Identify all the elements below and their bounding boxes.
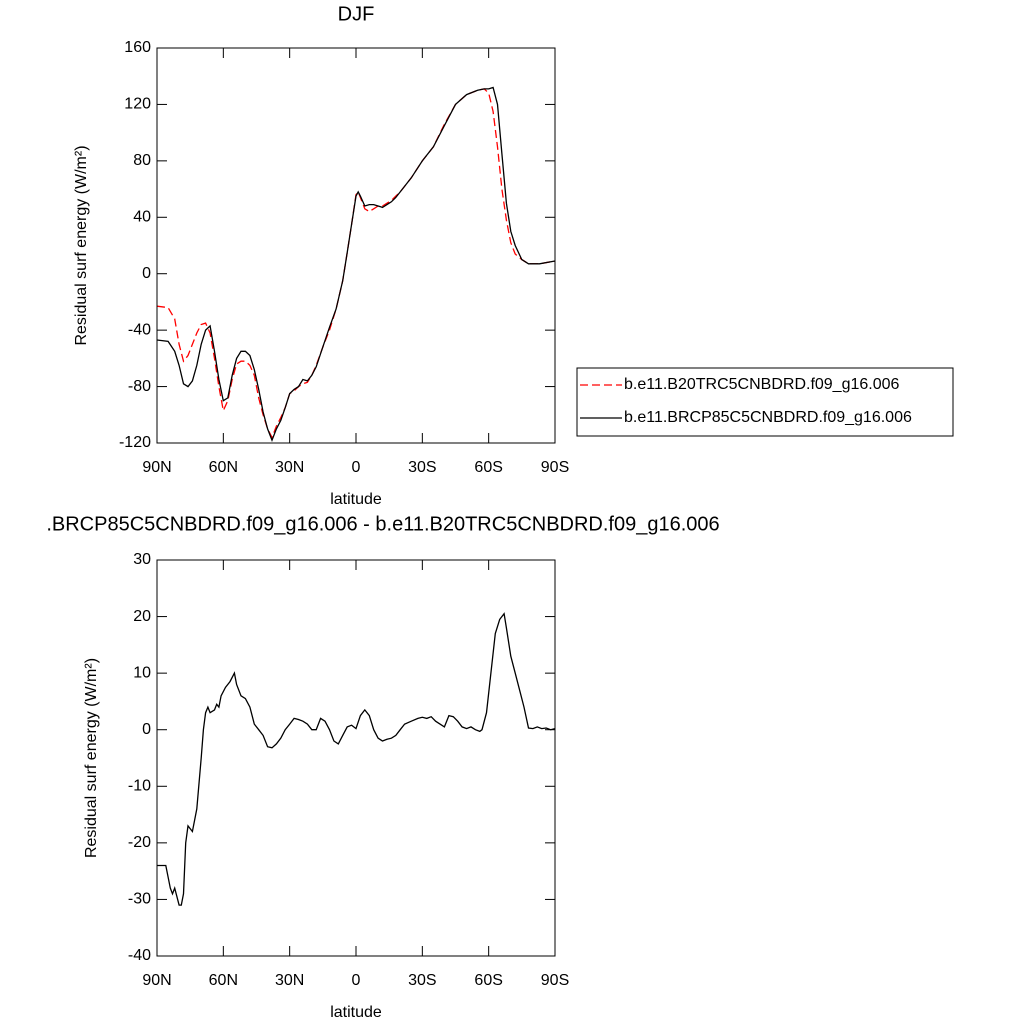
y-tick-label: 20	[133, 608, 151, 625]
x-tick-label: 0	[352, 972, 361, 989]
y-tick-label: 40	[133, 209, 151, 226]
plot-frame	[156, 47, 556, 444]
x-axis-label: latitude	[330, 1004, 382, 1021]
x-axis-label: latitude	[330, 491, 382, 508]
y-tick-label: -10	[128, 778, 151, 795]
y-tick-label: 120	[124, 96, 151, 113]
y-tick-label: -20	[128, 834, 151, 851]
x-tick-label: 90N	[142, 459, 171, 476]
x-tick-label: 90N	[142, 972, 171, 989]
y-axis-label: Residual surf energy (W/m²)	[73, 145, 90, 345]
y-tick-label: -40	[128, 321, 151, 338]
y-tick-label: 30	[133, 551, 151, 568]
chart-title: DJF	[338, 3, 375, 25]
chart-title: .BRCP85C5CNBDRD.f09_g16.006 - b.e11.B20T…	[46, 513, 719, 535]
data-line	[156, 88, 556, 439]
x-tick-label: 60S	[474, 972, 502, 989]
x-tick-label: 90S	[541, 972, 569, 989]
y-tick-label: 160	[124, 39, 151, 56]
x-tick-label: 90S	[541, 459, 569, 476]
x-tick-label: 30S	[408, 459, 436, 476]
data-line	[156, 86, 556, 442]
legend-label: b.e11.BRCP85C5CNBDRD.f09_g16.006	[624, 409, 912, 426]
y-tick-label: 0	[142, 721, 151, 738]
y-tick-label: -80	[128, 378, 151, 395]
data-line	[157, 612, 556, 906]
y-tick-label: -30	[128, 891, 151, 908]
legend-label: b.e11.B20TRC5CNBDRD.f09_g16.006	[624, 376, 900, 393]
x-tick-label: 30N	[275, 972, 304, 989]
y-tick-label: -120	[119, 434, 151, 451]
x-tick-label: 0	[352, 459, 361, 476]
x-tick-label: 60N	[209, 459, 238, 476]
x-tick-label: 30S	[408, 972, 436, 989]
y-axis-label: Residual surf energy (W/m²)	[83, 658, 100, 858]
y-tick-label: 80	[133, 152, 151, 169]
x-tick-label: 60N	[209, 972, 238, 989]
y-tick-label: -40	[128, 947, 151, 964]
x-tick-label: 30N	[275, 459, 304, 476]
y-tick-label: 0	[142, 265, 151, 282]
y-tick-label: 10	[133, 664, 151, 681]
plot-frame	[156, 559, 556, 957]
x-tick-label: 60S	[474, 459, 502, 476]
legend-box	[576, 367, 954, 437]
